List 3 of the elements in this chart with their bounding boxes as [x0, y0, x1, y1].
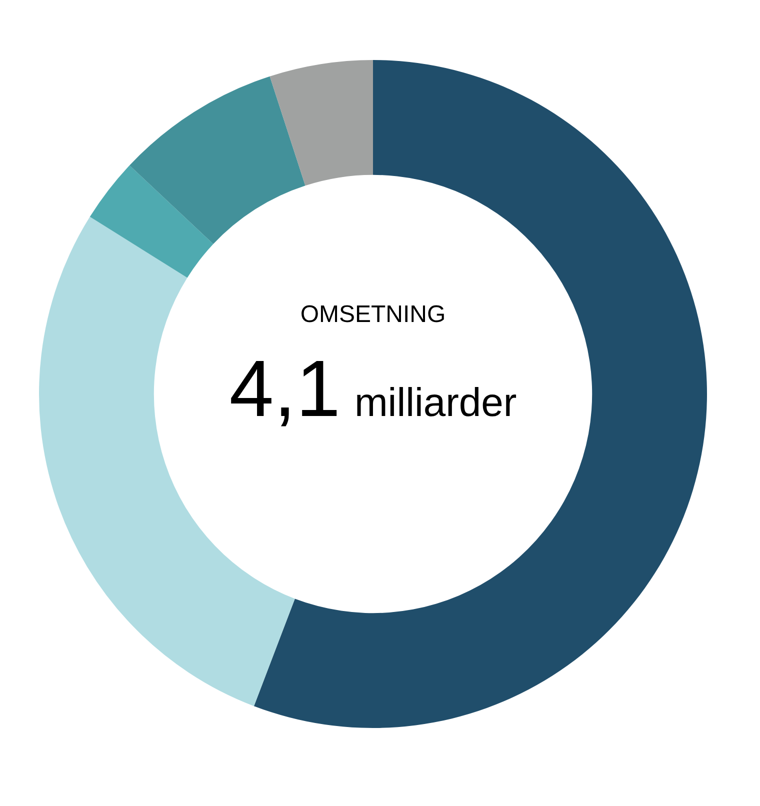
text: milliarder — [354, 381, 517, 425]
text: OMSETNING — [300, 300, 446, 330]
text: 4,1 — [229, 344, 340, 433]
